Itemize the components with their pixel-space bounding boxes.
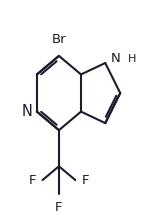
Text: H: H [128,54,136,64]
Text: F: F [29,174,36,187]
Text: F: F [55,201,63,214]
Text: F: F [82,174,89,187]
Text: Br: Br [52,33,66,46]
Text: N: N [111,52,120,65]
Text: N: N [21,104,32,119]
